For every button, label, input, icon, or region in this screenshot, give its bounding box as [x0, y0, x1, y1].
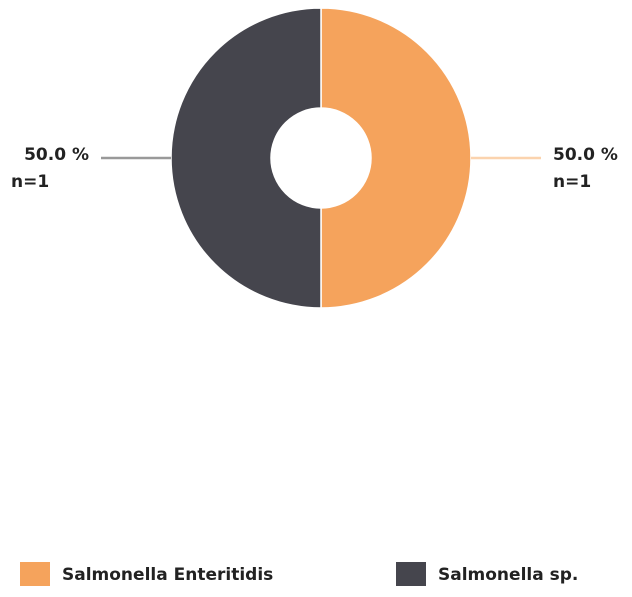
- count-label: n=1: [553, 172, 591, 192]
- count-label: n=1: [11, 172, 49, 192]
- data-label: 50.0 %: [553, 145, 618, 165]
- data-label: 50.0 %: [24, 145, 89, 165]
- donut-slice: [320, 7, 472, 309]
- donut-slice: [170, 7, 322, 309]
- legend-swatch: [396, 562, 426, 586]
- legend-swatch: [20, 562, 50, 586]
- legend-label: Salmonella Enteritidis: [62, 565, 273, 585]
- legend-label: Salmonella sp.: [438, 565, 578, 585]
